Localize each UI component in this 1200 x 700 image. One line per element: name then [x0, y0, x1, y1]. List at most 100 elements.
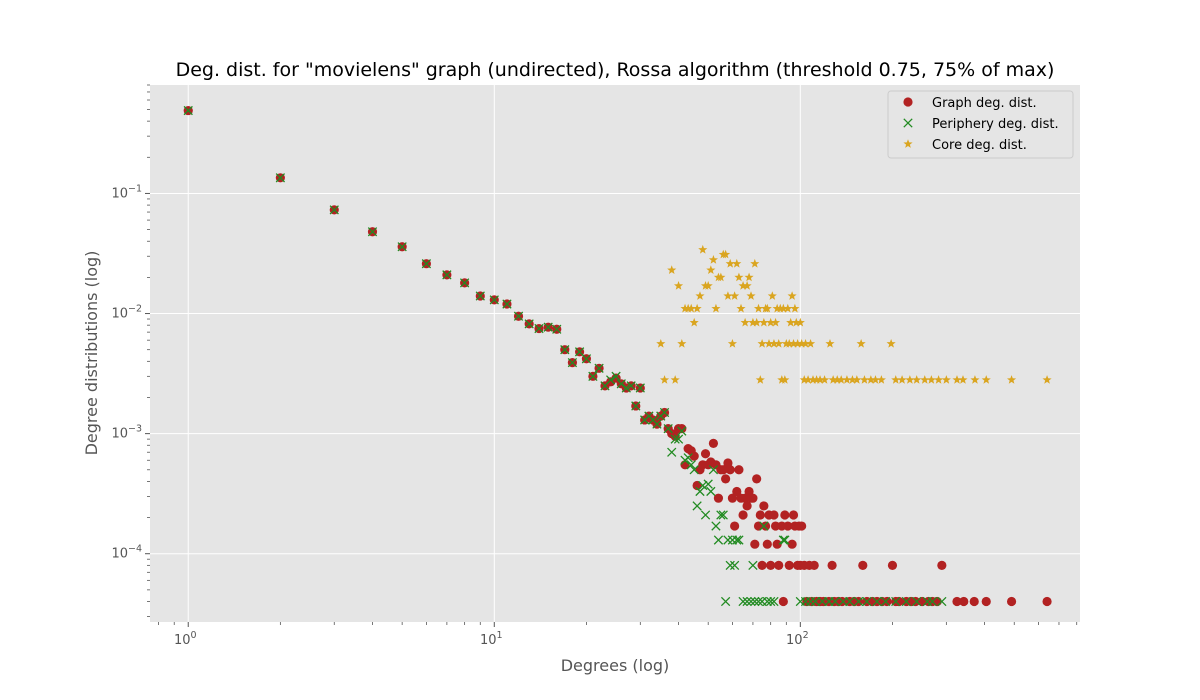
periphery-point [734, 535, 744, 545]
core-point [981, 375, 991, 384]
graph-point [783, 521, 793, 531]
legend-marker-graph [903, 97, 913, 107]
graph-point [700, 449, 711, 459]
graph-point [769, 510, 779, 520]
graph-point [732, 486, 742, 497]
periphery-point [718, 510, 728, 520]
core-point [723, 291, 733, 300]
core-point [870, 375, 881, 384]
axis-ticks: 100 101 102 10−4 10−3 10−2 10−1 [111, 183, 808, 648]
core-point [748, 317, 758, 327]
periphery-point [502, 299, 512, 309]
core-point [727, 338, 737, 348]
graph-point [959, 596, 969, 607]
core-point [769, 338, 779, 348]
x-axis-label: Degrees (log) [561, 656, 670, 675]
core-point [790, 303, 800, 313]
periphery-point [588, 371, 598, 381]
graph-point [713, 493, 724, 503]
core-point [708, 255, 718, 264]
core-point [795, 317, 805, 327]
periphery-point [489, 295, 499, 305]
graph-point [738, 510, 748, 520]
graph-point [725, 465, 735, 475]
core-point [852, 375, 862, 384]
core-point [734, 272, 744, 282]
graph-point [772, 539, 782, 549]
graph-point [748, 493, 758, 503]
periphery-point [927, 596, 938, 607]
graph-point [755, 510, 765, 520]
core-point [897, 375, 907, 384]
graph-point [858, 560, 868, 570]
periphery-point [677, 426, 687, 436]
periphery-point [275, 173, 286, 183]
core-point [808, 375, 818, 384]
graph-point [721, 474, 731, 484]
core-point [905, 375, 915, 384]
core-point [740, 317, 750, 327]
core-point [934, 375, 944, 384]
periphery-point [937, 596, 947, 607]
core-point [736, 303, 746, 313]
y-tick-label: 10−4 [111, 544, 142, 562]
periphery-point [659, 407, 670, 418]
periphery-point [838, 596, 848, 607]
periphery-point [695, 486, 705, 497]
periphery-point [513, 311, 524, 321]
core-point [828, 375, 838, 384]
graph-point [910, 596, 921, 607]
periphery-point [720, 596, 731, 607]
periphery-point [742, 596, 752, 607]
periphery-point [750, 596, 760, 607]
graph-point [784, 560, 794, 570]
x-tick-label: 100 [174, 630, 197, 648]
periphery-point [700, 510, 711, 520]
graph-point [692, 480, 702, 491]
graph-point [757, 560, 767, 570]
core-point [836, 375, 846, 384]
series-core [656, 244, 1052, 384]
core-point [686, 303, 696, 313]
graph-point [752, 474, 762, 484]
graph-point [969, 596, 979, 607]
graph-point [780, 510, 790, 520]
core-point [767, 291, 777, 300]
core-point [783, 303, 793, 313]
core-point [766, 317, 776, 327]
core-point [716, 272, 726, 282]
core-point [698, 244, 708, 254]
graph-point [766, 560, 776, 570]
core-point [815, 375, 825, 384]
core-point [706, 265, 716, 274]
periphery-point [652, 419, 662, 429]
periphery-point [670, 434, 680, 444]
periphery-point [830, 596, 840, 607]
graph-point [797, 521, 807, 531]
graph-point [677, 424, 687, 434]
periphery-point [611, 371, 621, 381]
graph-point [730, 521, 740, 531]
periphery-point [421, 259, 432, 269]
core-point [670, 375, 680, 384]
data-points [183, 105, 1052, 607]
periphery-point [673, 434, 684, 444]
periphery-point [442, 270, 452, 280]
core-point [847, 375, 857, 384]
graph-point [882, 596, 892, 607]
core-point [692, 303, 702, 313]
graph-point [759, 501, 769, 511]
periphery-point [729, 560, 740, 571]
core-point [771, 317, 781, 327]
graph-point [762, 539, 772, 549]
periphery-point [810, 596, 821, 607]
core-point [752, 317, 762, 327]
periphery-point [880, 596, 891, 607]
minor-ticks [147, 84, 1078, 625]
periphery-point [872, 596, 882, 607]
legend-marker-periphery [903, 118, 913, 128]
periphery-point [725, 560, 735, 571]
core-point [958, 375, 968, 384]
periphery-point [759, 521, 769, 531]
core-point [732, 258, 742, 268]
